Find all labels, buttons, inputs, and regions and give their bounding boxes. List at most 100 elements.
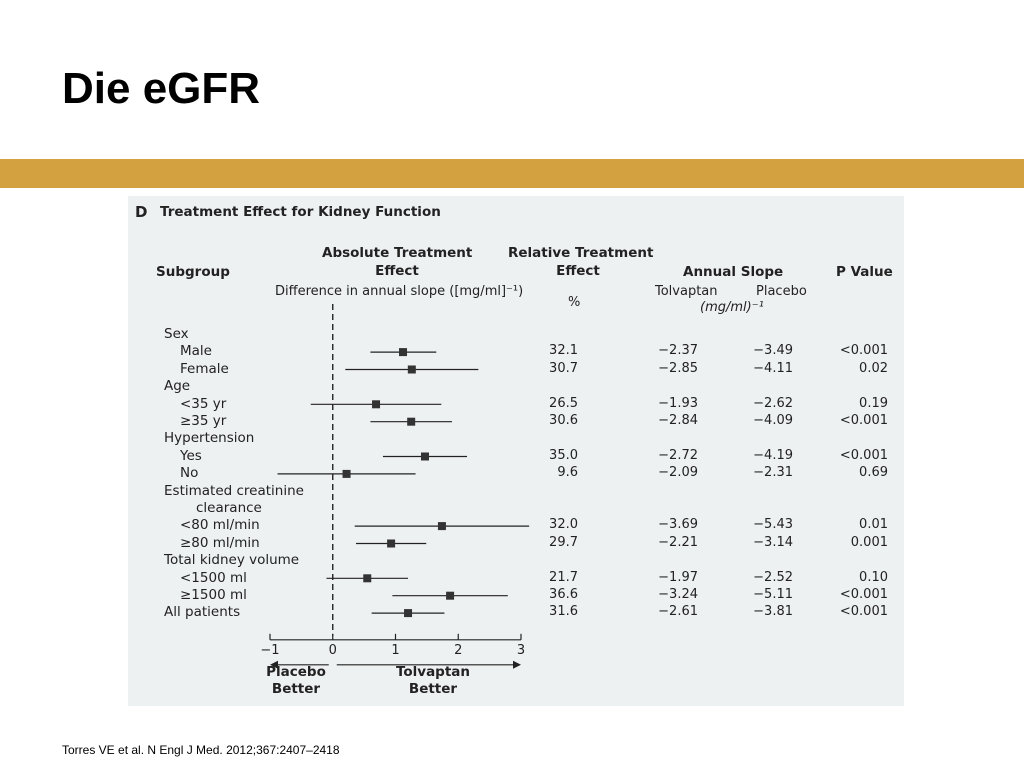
point-estimate xyxy=(404,609,413,618)
placebo-slope-value: −3.14 xyxy=(753,534,793,550)
point-estimate xyxy=(407,417,416,426)
tolvaptan-slope-value: −1.93 xyxy=(658,395,698,411)
tolvaptan-slope-value: −2.37 xyxy=(658,343,698,359)
tolvaptan-slope-value: −2.09 xyxy=(658,465,698,481)
header-tolvaptan: Tolvaptan xyxy=(655,284,718,299)
relative-effect-value: 26.5 xyxy=(549,395,578,411)
p-value: 0.01 xyxy=(859,517,888,533)
header-relative-line1: Relative Treatment xyxy=(508,245,654,261)
tolvaptan-better-line2: Better xyxy=(408,681,458,697)
row-label: Age xyxy=(164,378,191,395)
tolvaptan-slope-value: −1.97 xyxy=(658,569,698,585)
placebo-slope-value: −4.19 xyxy=(753,447,793,463)
tolvaptan-better-line1: Tolvaptan xyxy=(395,664,471,680)
header-absolute-sub: Difference in annual slope ([mg/ml]⁻¹) xyxy=(275,284,524,299)
forest-plot-figure: D Treatment Effect for Kidney Function S… xyxy=(128,196,904,706)
tolvaptan-slope-value: −2.21 xyxy=(658,534,698,550)
tolvaptan-slope-value: −3.24 xyxy=(658,587,698,602)
tolvaptan-slope-value: −2.61 xyxy=(658,604,698,620)
row-label: ≥1500 ml xyxy=(180,587,247,603)
p-value: 0.10 xyxy=(859,569,888,585)
p-value: <0.001 xyxy=(839,604,888,620)
header-relative-line2: Effect xyxy=(556,263,600,279)
relative-effect-value: 30.6 xyxy=(549,413,578,428)
slide-title: Die eGFR xyxy=(62,64,261,113)
relative-effect-value: 32.0 xyxy=(549,517,578,533)
relative-effect-value: 9.6 xyxy=(557,465,578,481)
point-estimate xyxy=(363,574,372,583)
row-label: Yes xyxy=(180,447,202,464)
placebo-slope-value: −5.43 xyxy=(753,517,793,533)
header-relative-unit: % xyxy=(568,295,581,310)
tolvaptan-better-label: Tolvaptan Better xyxy=(386,664,480,698)
placebo-slope-value: −5.11 xyxy=(753,587,793,602)
citation: Torres VE et al. N Engl J Med. 2012;367:… xyxy=(62,743,340,757)
p-value: 0.02 xyxy=(859,360,888,376)
point-estimate xyxy=(446,591,455,600)
x-axis-tick-label: 0 xyxy=(328,642,337,658)
p-value: 0.001 xyxy=(850,534,888,550)
placebo-better-line1: Placebo xyxy=(266,664,326,680)
x-axis-tick-label: 3 xyxy=(516,642,526,658)
row-label: Hypertension xyxy=(164,430,255,447)
placebo-slope-value: −2.31 xyxy=(753,465,793,481)
point-estimate xyxy=(387,539,396,548)
row-label: <80 ml/min xyxy=(180,517,260,534)
header-absolute-line1: Absolute Treatment xyxy=(322,245,473,261)
point-estimate xyxy=(342,469,351,478)
x-axis-tick-label: 1 xyxy=(391,642,400,658)
panel-letter: D xyxy=(135,203,148,221)
p-value: 0.19 xyxy=(859,395,888,411)
row-label: ≥80 ml/min xyxy=(180,534,260,551)
relative-effect-value: 35.0 xyxy=(549,447,578,463)
header-annual-slope: Annual Slope xyxy=(683,264,784,280)
panel-title: Treatment Effect for Kidney Function xyxy=(160,204,441,220)
row-label: No xyxy=(180,465,199,482)
placebo-better-label: Placebo Better xyxy=(256,664,336,698)
point-estimate xyxy=(407,365,416,374)
accent-bar xyxy=(0,159,1024,188)
placebo-slope-value: −4.09 xyxy=(753,413,793,428)
row-label: Sex xyxy=(164,326,189,342)
point-estimate xyxy=(437,522,446,531)
relative-effect-value: 21.7 xyxy=(549,569,578,585)
relative-effect-value: 30.7 xyxy=(549,360,578,376)
placebo-slope-value: −2.52 xyxy=(753,569,793,585)
placebo-slope-value: −3.49 xyxy=(753,343,793,359)
point-estimate xyxy=(420,452,429,461)
tolvaptan-slope-value: −2.85 xyxy=(658,360,698,376)
row-label: <35 yr xyxy=(180,395,227,412)
p-value: 0.69 xyxy=(859,465,888,481)
placebo-slope-value: −3.81 xyxy=(753,604,793,620)
p-value: <0.001 xyxy=(839,587,888,602)
row-label: Male xyxy=(180,343,212,360)
row-label: <1500 ml xyxy=(180,569,247,586)
tolvaptan-slope-value: −2.72 xyxy=(658,447,698,463)
relative-effect-value: 29.7 xyxy=(549,534,578,550)
row-label: clearance xyxy=(196,500,262,516)
tolvaptan-slope-value: −3.69 xyxy=(658,517,698,533)
x-axis-tick-label: −1 xyxy=(260,642,280,658)
placebo-better-line2: Better xyxy=(271,681,321,697)
header-slope-unit: (mg/ml)⁻¹ xyxy=(700,300,764,315)
point-estimate xyxy=(372,400,381,409)
relative-effect-value: 36.6 xyxy=(549,587,578,602)
header-p-value: P Value xyxy=(836,264,893,280)
row-label: Female xyxy=(180,360,229,377)
placebo-slope-value: −4.11 xyxy=(753,360,793,376)
header-absolute-line2: Effect xyxy=(375,263,419,279)
p-value: <0.001 xyxy=(839,413,888,428)
row-label: Total kidney volume xyxy=(164,552,300,569)
point-estimate xyxy=(399,348,408,357)
p-value: <0.001 xyxy=(839,447,888,463)
relative-effect-value: 32.1 xyxy=(549,343,578,359)
header-placebo: Placebo xyxy=(756,284,807,299)
header-subgroup: Subgroup xyxy=(156,264,230,280)
row-label: Estimated creatinine xyxy=(164,482,304,499)
x-axis-tick-label: 2 xyxy=(454,642,463,658)
forest-plot-svg xyxy=(269,304,530,669)
placebo-slope-value: −2.62 xyxy=(753,395,793,411)
tolvaptan-slope-value: −2.84 xyxy=(658,413,698,428)
tolvaptan-better-arrowhead xyxy=(513,660,521,669)
p-value: <0.001 xyxy=(839,343,888,359)
